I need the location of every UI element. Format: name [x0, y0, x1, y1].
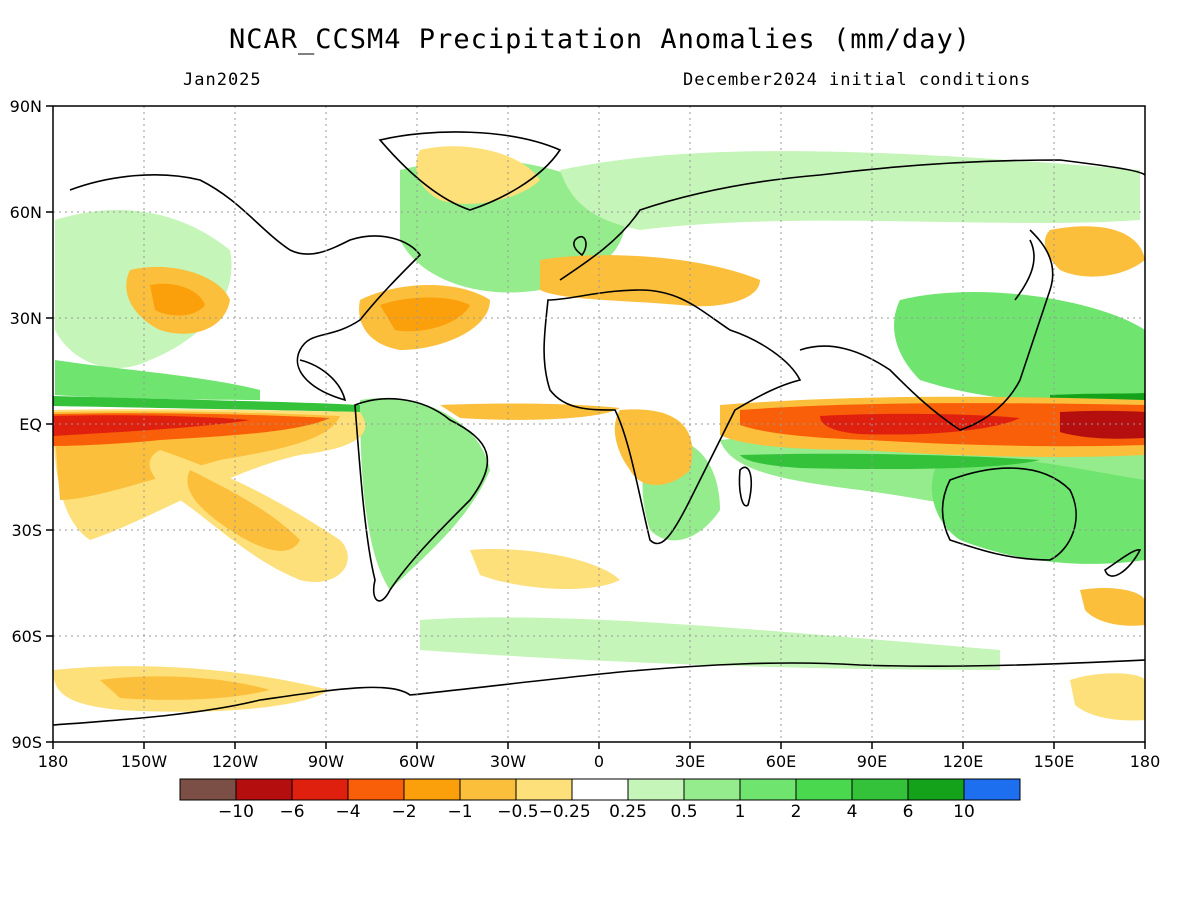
- x-tick-label: 90E: [857, 752, 887, 771]
- y-tick-label: 60N: [10, 203, 42, 222]
- x-tick-label: 60W: [399, 752, 435, 771]
- colorbar-label: 6: [902, 802, 914, 822]
- anomaly-kuroshio-dry: [1044, 226, 1145, 277]
- coastline-eurasia-north: [559, 159, 1145, 281]
- anomaly-southern-ocean-wet: [420, 617, 1000, 670]
- colorbar-label: −2: [391, 802, 417, 822]
- anomaly-atlantic-equator-dry: [440, 403, 620, 420]
- grid: [53, 106, 1145, 742]
- colorbar-swatch: [291, 778, 349, 801]
- coastlines: [53, 131, 1145, 726]
- y-tick-label: EQ: [19, 415, 42, 434]
- colorbar-swatch: [963, 778, 1021, 801]
- coastline-madagascar: [738, 466, 752, 507]
- coastline-north-america: [69, 174, 422, 402]
- anomaly-south-atlantic-dry: [470, 549, 620, 590]
- colorbar-label: 0.5: [670, 802, 698, 822]
- colorbar-swatch: [571, 778, 629, 801]
- x-tick-label: 30E: [675, 752, 705, 771]
- colorbar-swatch: [403, 778, 461, 801]
- colorbar-label: 2: [790, 802, 802, 822]
- anomaly-central-pacific-wet: [55, 360, 260, 400]
- anomaly-africa-dry: [614, 409, 693, 485]
- y-tick-label: 90N: [10, 97, 42, 116]
- colorbar-swatch: [739, 778, 797, 801]
- colorbar-label: −6: [279, 802, 305, 822]
- x-tick-label: 180: [38, 752, 69, 771]
- x-tick-label: 60E: [766, 752, 796, 771]
- coastline-asia-east: [799, 229, 1054, 431]
- x-tick-label: 180: [1130, 752, 1161, 771]
- x-tick-label: 30W: [490, 752, 526, 771]
- colorbar: [179, 778, 1021, 801]
- x-tick-label: 150E: [1034, 752, 1075, 771]
- coastline-new-zealand: [1104, 549, 1142, 577]
- colorbar-swatch: [235, 778, 293, 801]
- colorbar-swatch: [683, 778, 741, 801]
- anomaly-east-pacific-dry-core: [53, 415, 250, 436]
- colorbar-swatch: [851, 778, 909, 801]
- anomaly-greenland-dry: [416, 146, 540, 204]
- anomaly-west-pacific-dry-core: [1060, 410, 1145, 439]
- anomaly-indian-ocean-dry-inner: [820, 413, 1020, 435]
- anomaly-north-atlantic-dry-inner: [380, 297, 470, 332]
- x-tick-label: 0: [594, 752, 604, 771]
- anomaly-south-america-wet: [360, 398, 490, 590]
- colorbar-swatch: [347, 778, 405, 801]
- coastline-greenland: [378, 131, 562, 211]
- colorbar-label: 4: [846, 802, 858, 822]
- anomaly-field: [53, 146, 1145, 721]
- colorbar-label: −1: [447, 802, 473, 822]
- tick-marks: [46, 105, 1146, 749]
- y-tick-label: 30N: [10, 309, 42, 328]
- colorbar-label: 10: [953, 802, 975, 822]
- y-tick-label: 30S: [11, 521, 42, 540]
- colorbar-swatch: [907, 778, 965, 801]
- anomaly-indian-wet-strip: [740, 453, 1040, 470]
- map-title: NCAR_CCSM4 Precipitation Anomalies (mm/d…: [229, 24, 971, 55]
- forecast-month: Jan2025: [183, 70, 262, 90]
- y-tick-label: 60S: [11, 627, 42, 646]
- initial-conditions: December2024 initial conditions: [683, 70, 1032, 90]
- colorbar-label: −0.5−0.25: [497, 802, 591, 822]
- anomaly-ross-sea-dry: [1070, 673, 1145, 721]
- anomaly-west-pacific-wet: [894, 291, 1145, 404]
- anomaly-siberia-wet: [560, 151, 1140, 230]
- anomaly-equatorial-wet-band: [53, 396, 360, 412]
- anomaly-australia-wet: [931, 457, 1145, 564]
- coastline-uk: [573, 235, 587, 257]
- x-tick-label: 120E: [943, 752, 984, 771]
- anomaly-ne-pacific-dry-inner: [150, 283, 205, 316]
- x-tick-label: 120W: [212, 752, 259, 771]
- coastline-south-america: [354, 397, 489, 602]
- colorbar-swatch: [795, 778, 853, 801]
- x-tick-label: 90W: [308, 752, 344, 771]
- y-tick-label: 90S: [11, 733, 42, 752]
- colorbar-label: 1: [734, 802, 746, 822]
- coastline-africa-eurasia: [543, 289, 802, 545]
- x-tick-label: 150W: [121, 752, 168, 771]
- anomaly-southern-ocean-dry-tasman: [1080, 588, 1145, 626]
- coastline-japan: [1014, 239, 1035, 301]
- colorbar-swatch: [515, 778, 573, 801]
- colorbar-swatch: [459, 778, 517, 801]
- coastline-antarctica: [53, 659, 1145, 726]
- anomaly-spcz-dry-inner: [187, 470, 300, 551]
- colorbar-label: −4: [335, 802, 361, 822]
- colorbar-swatch: [627, 778, 685, 801]
- colorbar-label: 0.25: [609, 802, 647, 822]
- colorbar-swatch: [179, 778, 237, 801]
- colorbar-label: −10: [218, 802, 254, 822]
- coastline-australia: [941, 467, 1077, 561]
- anomaly-southern-ocean-dry-pacific-inner: [100, 676, 270, 700]
